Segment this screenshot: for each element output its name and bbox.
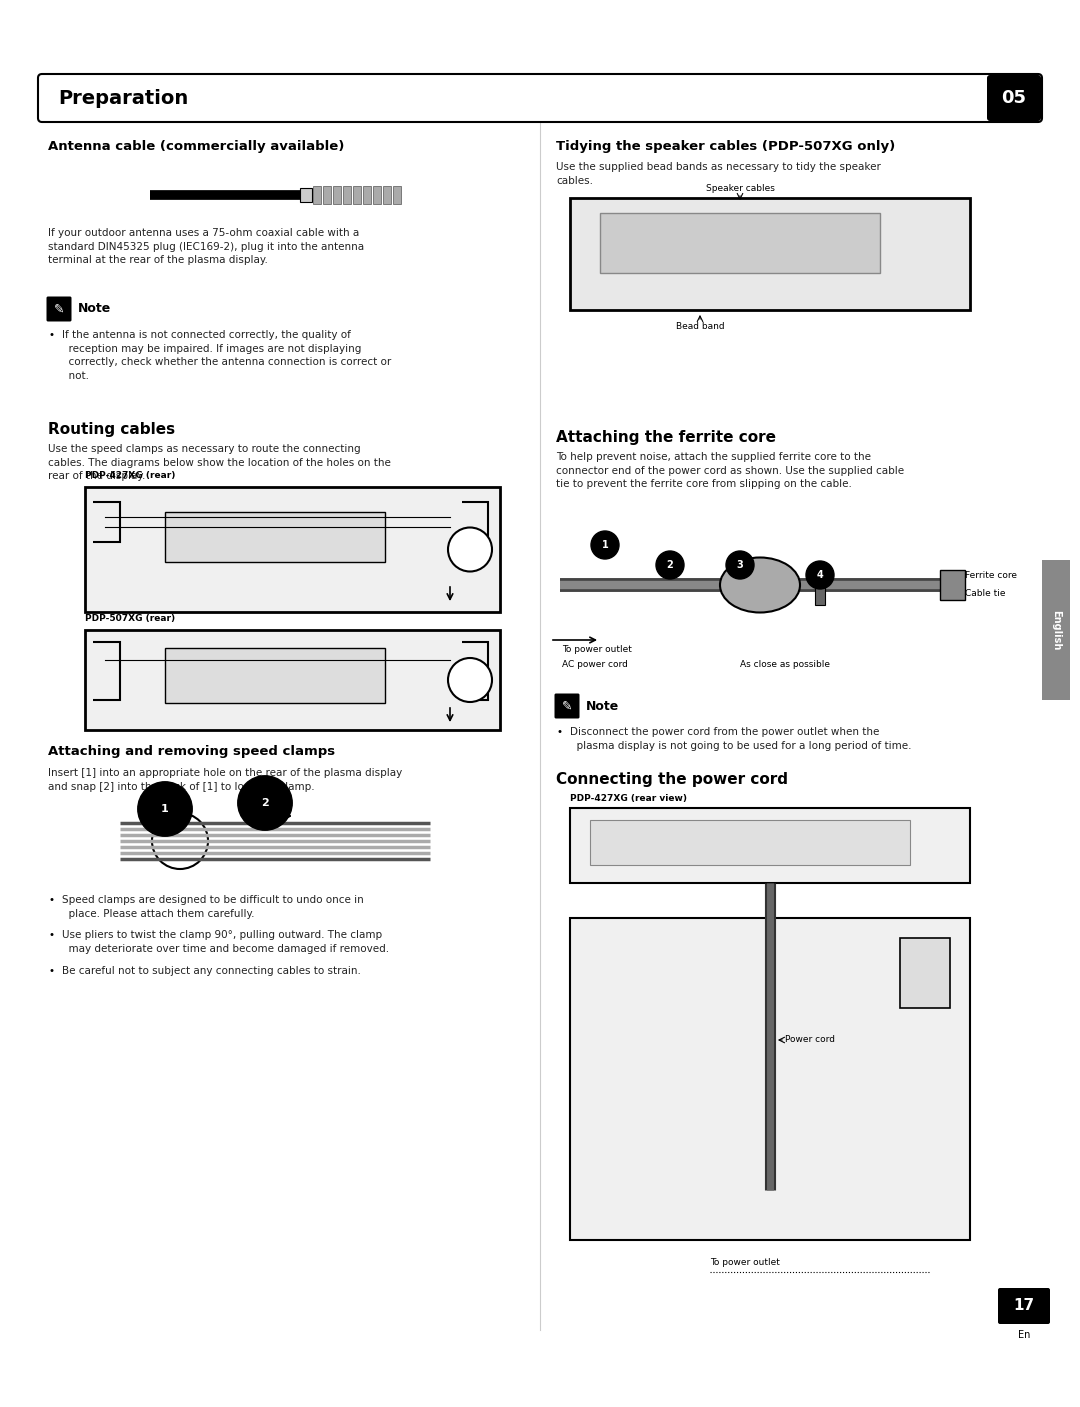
Text: ✎: ✎ [562, 699, 572, 712]
Text: PDP-507XG (rear): PDP-507XG (rear) [85, 613, 175, 623]
Bar [570, 198, 970, 310]
Circle shape [726, 552, 754, 580]
Text: 1: 1 [602, 540, 608, 550]
Bar [363, 186, 372, 204]
Bar [343, 186, 351, 204]
Text: To power outlet: To power outlet [562, 644, 632, 654]
Text: 05: 05 [1001, 89, 1026, 107]
Text: Antenna cable (commercially available): Antenna cable (commercially available) [48, 141, 345, 153]
Text: 4: 4 [816, 570, 823, 580]
Text: 2: 2 [261, 798, 269, 808]
Text: •: • [48, 895, 54, 905]
FancyBboxPatch shape [554, 694, 580, 719]
Bar [570, 917, 970, 1240]
Text: Insert [1] into an appropriate hole on the rear of the plasma display
and snap [: Insert [1] into an appropriate hole on t… [48, 768, 402, 792]
Bar [900, 938, 950, 1007]
Ellipse shape [720, 557, 800, 612]
FancyBboxPatch shape [46, 297, 71, 322]
Text: Tidying the speaker cables (PDP-507XG only): Tidying the speaker cables (PDP-507XG on… [556, 141, 895, 153]
Text: Bead band: Bead band [676, 322, 725, 331]
FancyArrowPatch shape [268, 813, 289, 819]
Text: •: • [48, 930, 54, 940]
Bar [815, 566, 825, 605]
Bar [600, 212, 880, 273]
Text: Use the supplied bead bands as necessary to tidy the speaker
cables.: Use the supplied bead bands as necessary… [556, 162, 881, 186]
Text: Speed clamps are designed to be difficult to undo once in
  place. Please attach: Speed clamps are designed to be difficul… [62, 895, 364, 919]
Text: 17: 17 [1013, 1299, 1035, 1314]
Bar [353, 186, 361, 204]
Bar [373, 186, 381, 204]
Circle shape [656, 552, 684, 580]
Bar [570, 808, 970, 884]
Text: 3: 3 [737, 560, 743, 570]
Text: Be careful not to subject any connecting cables to strain.: Be careful not to subject any connecting… [62, 967, 361, 976]
Text: Attaching and removing speed clamps: Attaching and removing speed clamps [48, 744, 335, 758]
Text: If the antenna is not connected correctly, the quality of
  reception may be imp: If the antenna is not connected correctl… [62, 331, 391, 381]
Text: 2: 2 [666, 560, 673, 570]
Text: PDP-427XG (rear): PDP-427XG (rear) [85, 471, 175, 480]
Text: Use the speed clamps as necessary to route the connecting
cables. The diagrams b: Use the speed clamps as necessary to rou… [48, 445, 391, 481]
Bar [1042, 560, 1070, 701]
Bar [300, 189, 312, 203]
Text: 1: 1 [161, 803, 168, 815]
Text: •: • [48, 967, 54, 976]
Bar [393, 186, 401, 204]
Bar [85, 630, 500, 730]
Text: 1: 1 [161, 803, 168, 815]
Circle shape [448, 528, 492, 571]
Text: Connecting the power cord: Connecting the power cord [556, 772, 788, 787]
Text: English: English [1051, 609, 1061, 650]
Text: Preparation: Preparation [58, 89, 188, 107]
Circle shape [591, 530, 619, 559]
Bar [333, 186, 341, 204]
Text: Cable tie: Cable tie [966, 588, 1005, 598]
FancyBboxPatch shape [38, 75, 1042, 122]
Bar [165, 649, 384, 704]
Text: PDP-427XG (rear view): PDP-427XG (rear view) [570, 794, 687, 803]
Text: Disconnect the power cord from the power outlet when the
  plasma display is not: Disconnect the power cord from the power… [570, 727, 912, 750]
Text: To power outlet: To power outlet [710, 1258, 780, 1266]
Bar [85, 487, 500, 612]
Text: 2: 2 [261, 798, 269, 808]
FancyBboxPatch shape [987, 75, 1041, 121]
Text: If your outdoor antenna uses a 75-ohm coaxial cable with a
standard DIN45325 plu: If your outdoor antenna uses a 75-ohm co… [48, 228, 364, 265]
Bar [323, 186, 330, 204]
Bar [313, 186, 321, 204]
FancyBboxPatch shape [998, 1287, 1050, 1324]
Text: AC power cord: AC power cord [562, 660, 627, 668]
Circle shape [806, 561, 834, 590]
Circle shape [448, 658, 492, 702]
Text: To help prevent noise, attach the supplied ferrite core to the
connector end of : To help prevent noise, attach the suppli… [556, 452, 904, 490]
Text: ✎: ✎ [54, 303, 64, 315]
Text: Use pliers to twist the clamp 90°, pulling outward. The clamp
  may deteriorate : Use pliers to twist the clamp 90°, pulli… [62, 930, 389, 954]
Text: As close as possible: As close as possible [740, 660, 831, 668]
Bar [383, 186, 391, 204]
Bar [165, 512, 384, 561]
Text: Power cord: Power cord [785, 1036, 835, 1044]
Text: Note: Note [586, 699, 619, 712]
Text: Note: Note [78, 303, 111, 315]
Text: •: • [48, 331, 54, 340]
Text: En: En [1017, 1330, 1030, 1339]
Bar [590, 820, 910, 865]
Bar [940, 570, 966, 599]
Text: •: • [556, 727, 562, 737]
Text: Routing cables: Routing cables [48, 422, 175, 438]
Circle shape [152, 813, 208, 870]
Text: Attaching the ferrite core: Attaching the ferrite core [556, 431, 777, 445]
Text: Speaker cables: Speaker cables [705, 184, 774, 193]
Text: Ferrite core: Ferrite core [966, 570, 1017, 580]
